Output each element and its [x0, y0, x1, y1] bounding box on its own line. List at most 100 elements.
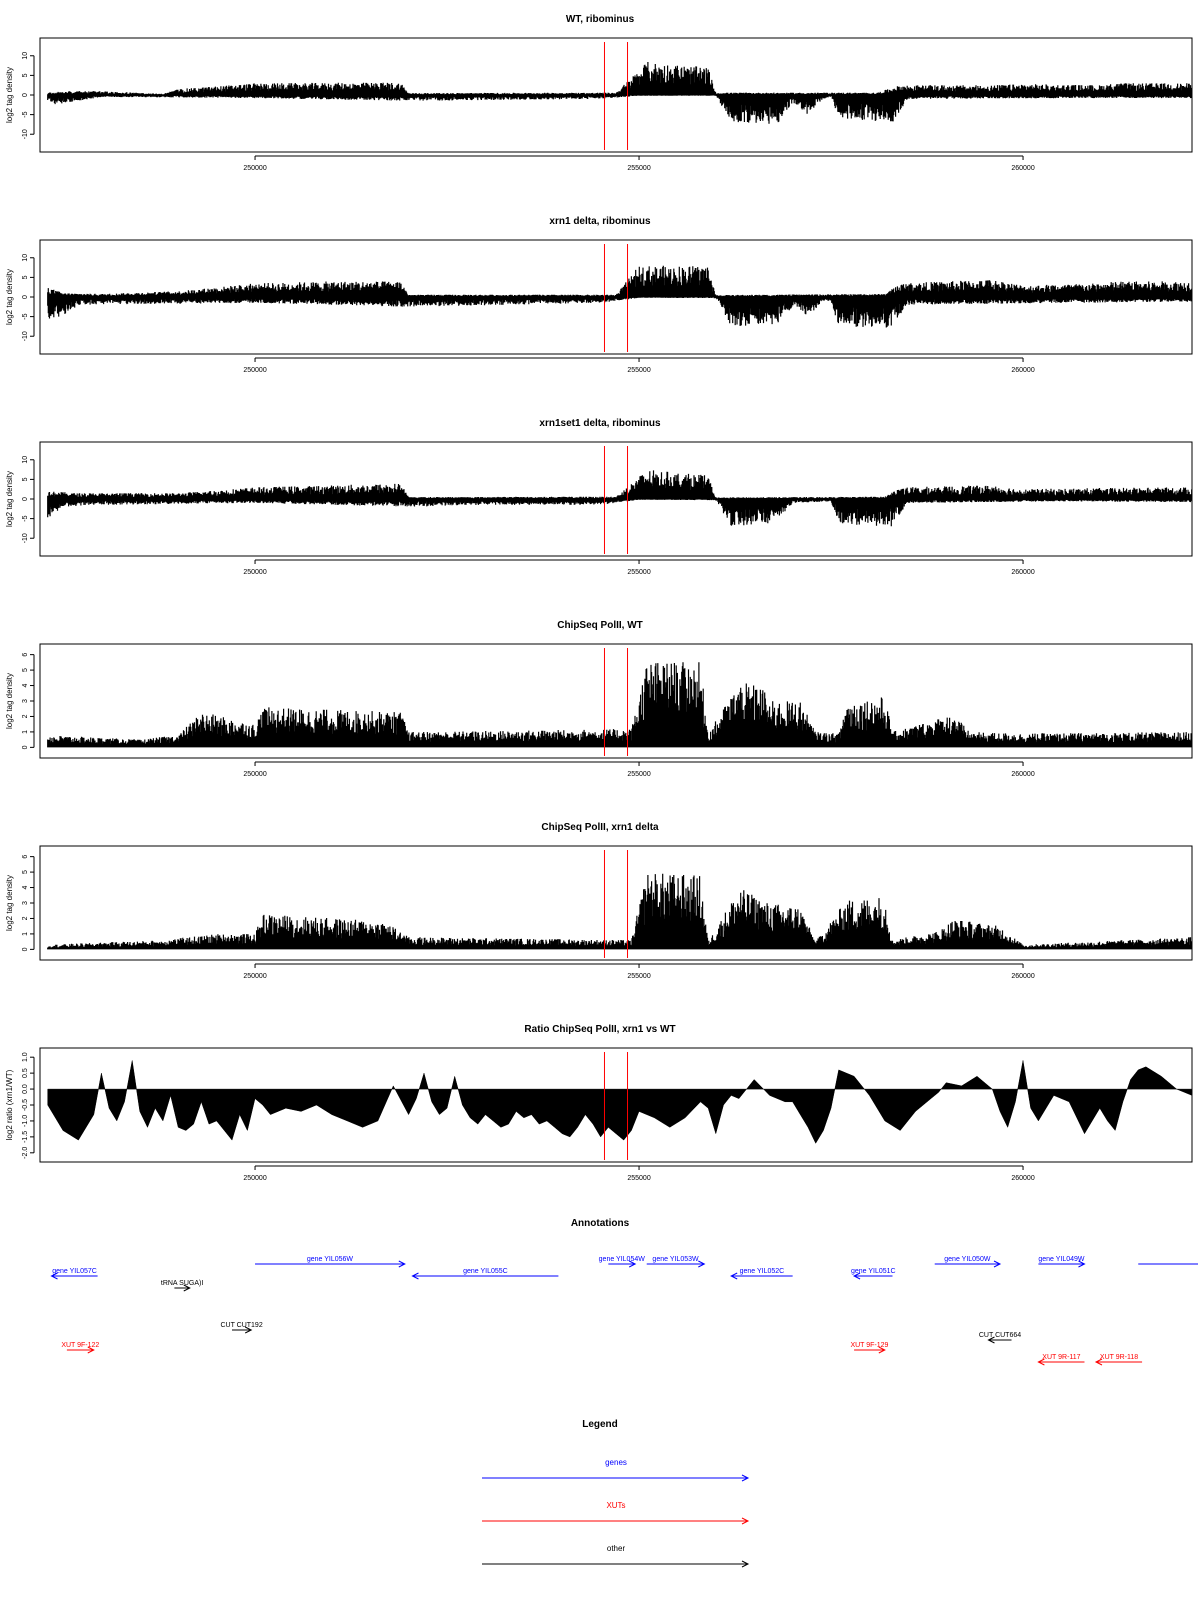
legend-label: genes — [605, 1458, 627, 1467]
feature-label: XUT 9F-129 — [850, 1342, 888, 1349]
feature-label: XUT 9F-122 — [61, 1342, 99, 1349]
y-tick-label: 0 — [22, 295, 29, 299]
arrowhead — [741, 1560, 750, 1568]
x-tick-label: 255000 — [627, 569, 650, 576]
y-tick-label: 0.5 — [22, 1068, 29, 1078]
panel-title: Ratio ChipSeq PolII, xrn1 vs WT — [524, 1024, 675, 1035]
bars-minus-strand — [47, 499, 1193, 527]
arrowhead — [852, 1272, 861, 1280]
arrowhead — [741, 1474, 750, 1482]
y-tick-label: 2 — [22, 916, 29, 920]
x-tick-label: 260000 — [1011, 165, 1034, 172]
y-tick-label: 3 — [22, 699, 29, 703]
y-tick-label: 5 — [22, 73, 29, 77]
y-tick-label: -0.5 — [22, 1099, 29, 1111]
y-tick-label: 6 — [22, 653, 29, 657]
x-tick-label: 250000 — [243, 569, 266, 576]
feature-other: CUT CUT664 — [979, 1332, 1021, 1344]
feature-label: gene YIL049W — [1038, 1256, 1085, 1263]
y-tick-label: -5 — [22, 313, 29, 319]
legend-title: Legend — [582, 1419, 618, 1430]
y-tick-label: -10 — [22, 331, 29, 341]
y-tick-label: 10 — [22, 456, 29, 464]
arrowhead — [698, 1260, 706, 1268]
y-tick-label: 4 — [22, 885, 29, 889]
y-tick-label: 6 — [22, 855, 29, 859]
track-panel-2: xrn1 delta, ribominus log2 tag density -10… — [5, 216, 1193, 374]
feature-label: XUT 9R-118 — [1100, 1354, 1138, 1361]
y-tick-label: -2.0 — [22, 1147, 29, 1159]
x-tick-label: 250000 — [243, 1175, 266, 1182]
track-panel-5: ChipSeq PolII, xrn1 delta log2 tag densit… — [5, 822, 1193, 980]
feature-label: gene YIL054W — [599, 1256, 646, 1263]
annotation-track: Annotations gene YIL057C tRNA SUGA)I gene … — [50, 1218, 1198, 1366]
feature-label: gene YIL056W — [307, 1256, 354, 1263]
arrowhead — [50, 1272, 58, 1280]
y-tick-label: 0 — [22, 93, 29, 97]
annotations-title: Annotations — [571, 1218, 630, 1229]
y-tick-label: 5 — [22, 275, 29, 279]
panel-title: ChipSeq PolII, xrn1 delta — [541, 822, 659, 833]
feature-xut: XUT 9F-129 — [850, 1342, 889, 1354]
feature-label: gene YIL050W — [944, 1256, 991, 1263]
feature-gene: gene YIL053W — [646, 1256, 706, 1268]
feature-label: XUT 9R-117 — [1042, 1354, 1080, 1361]
feature-gene: gene YIL054W — [599, 1256, 646, 1268]
track-panel-6: Ratio ChipSeq PolII, xrn1 vs WT log2 rati… — [5, 1024, 1193, 1182]
x-tick-label: 260000 — [1011, 973, 1034, 980]
y-tick-label: 4 — [22, 683, 29, 687]
arrowhead — [1094, 1358, 1103, 1366]
y-tick-label: -5 — [22, 515, 29, 521]
arrowhead — [183, 1284, 191, 1292]
y-tick-label: 0 — [22, 745, 29, 749]
feature-xut: XUT 9R-118 — [1094, 1354, 1143, 1366]
feature-gene: gene YIL055C — [411, 1268, 559, 1280]
arrowhead — [993, 1260, 1002, 1268]
feature-gene: gene YIL056W — [255, 1256, 406, 1268]
bars-plus-strand — [47, 662, 1193, 748]
feature-label: gene YIL052C — [740, 1268, 785, 1275]
x-tick-label: 250000 — [243, 165, 266, 172]
feature-other: CUT CUT192 — [220, 1322, 263, 1334]
y-axis-label: log2 tag density — [5, 269, 14, 325]
x-tick-label: 255000 — [627, 771, 650, 778]
y-tick-label: 10 — [22, 52, 29, 60]
feature-label: gene YIL055C — [463, 1268, 508, 1275]
plot-frame — [39, 1047, 1193, 1163]
y-axis-label: log2 tag density — [5, 673, 14, 729]
track-panel-4: ChipSeq PolII, WT log2 tag density 0 1 2 3 4 5 6… — [5, 620, 1193, 778]
arrowhead — [628, 1260, 637, 1268]
bars-plus-strand — [47, 62, 1193, 95]
feature-gene: gene YIL051C — [851, 1268, 896, 1280]
x-tick-label: 255000 — [627, 367, 650, 374]
bars-minus-strand — [47, 297, 1193, 328]
feature-label: gene YIL057C — [52, 1268, 97, 1275]
y-tick-label: 5 — [22, 477, 29, 481]
legend-item: other — [482, 1544, 750, 1568]
legend: Legend genes XUTs other — [482, 1419, 750, 1568]
y-tick-label: 5 — [22, 668, 29, 672]
bars-plus-strand — [47, 873, 1193, 950]
x-tick-label: 250000 — [243, 771, 266, 778]
feature-label: tRNA SUGA)I — [161, 1280, 203, 1287]
y-tick-label: 1.0 — [22, 1052, 29, 1062]
y-tick-label: -5 — [22, 111, 29, 117]
arrowhead — [411, 1272, 419, 1280]
y-tick-label: 0 — [22, 947, 29, 951]
arrowhead — [878, 1346, 886, 1354]
arrowhead — [398, 1260, 406, 1268]
panel-title: xrn1set1 delta, ribominus — [539, 418, 661, 429]
y-axis-label: log2 tag density — [5, 875, 14, 931]
panel-title: ChipSeq PolII, WT — [557, 620, 643, 631]
feature-gene: gene YIL052C — [730, 1268, 793, 1280]
feature-label: CUT CUT664 — [979, 1332, 1021, 1339]
legend-label: other — [607, 1544, 626, 1553]
y-tick-label: 5 — [22, 870, 29, 874]
feature-other: tRNA SUGA)I — [161, 1280, 203, 1292]
plot-frame — [39, 845, 1193, 961]
arrowhead — [741, 1517, 750, 1525]
x-tick-label: 250000 — [243, 367, 266, 374]
feature-xut: XUT 9F-122 — [61, 1342, 99, 1354]
legend-label: XUTs — [606, 1501, 625, 1510]
